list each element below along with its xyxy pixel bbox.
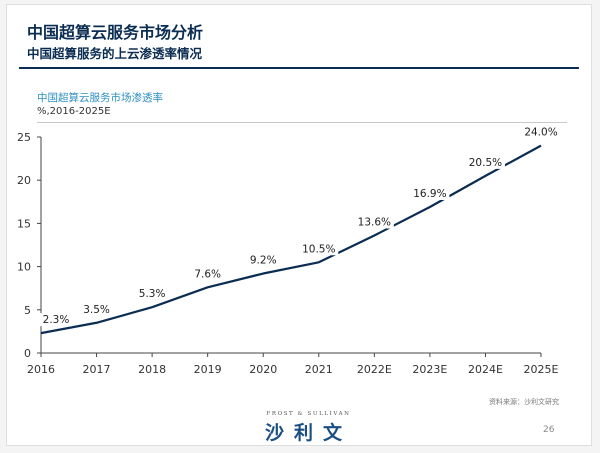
chart-header-divider bbox=[37, 122, 567, 123]
data-label: 13.6% bbox=[358, 216, 391, 228]
data-label-bg bbox=[191, 267, 224, 281]
data-label: 5.3% bbox=[139, 288, 166, 300]
data-label-bg bbox=[410, 186, 450, 200]
logo-wordmark: FROST & SULLIVAN bbox=[266, 411, 351, 417]
series-line bbox=[40, 144, 542, 335]
slide: 中国超算云服务市场分析 中国超算服务的上云渗透率情况 中国超算云服务市场渗透率 … bbox=[6, 4, 592, 446]
data-label: 16.9% bbox=[413, 188, 446, 200]
data-label: 2.3% bbox=[43, 314, 70, 326]
x-tick-label: 2017 bbox=[83, 363, 111, 376]
frost-sullivan-logo: FROST & SULLIVAN 沙利文 bbox=[265, 411, 352, 445]
data-label-bg bbox=[39, 313, 73, 327]
y-tick-label: 25 bbox=[17, 131, 31, 144]
title-divider bbox=[19, 67, 579, 69]
x-tick-label: 2021 bbox=[305, 363, 333, 376]
x-tick-label: 2024E bbox=[468, 363, 503, 376]
data-label: 3.5% bbox=[83, 304, 110, 316]
data-label-bg bbox=[135, 287, 169, 301]
y-tick-label: 5 bbox=[24, 304, 31, 317]
x-tick-label: 2023E bbox=[412, 363, 447, 376]
chart-title: 中国超算云服务市场渗透率 bbox=[37, 92, 163, 104]
page-title: 中国超算云服务市场分析 bbox=[27, 23, 204, 42]
x-tick-label: 2018 bbox=[138, 363, 166, 376]
y-tick-label: 20 bbox=[17, 174, 31, 187]
x-tick-label: 2020 bbox=[249, 363, 277, 376]
data-label: 7.6% bbox=[194, 268, 221, 280]
x-tick-label: 2025E bbox=[524, 363, 559, 376]
x-tick-label: 2022E bbox=[357, 363, 392, 376]
data-label-bg bbox=[247, 253, 280, 267]
data-label-bg bbox=[354, 215, 394, 229]
page-number: 26 bbox=[543, 425, 555, 435]
page-subtitle: 中国超算服务的上云渗透率情况 bbox=[27, 46, 203, 61]
data-label-bg bbox=[465, 155, 505, 169]
y-tick-label: 15 bbox=[17, 217, 31, 230]
chart-unit-label: %,2016-2025E bbox=[37, 106, 111, 117]
y-tick-label: 10 bbox=[17, 261, 31, 274]
x-tick-label: 2016 bbox=[27, 363, 55, 376]
x-tick-label: 2019 bbox=[194, 363, 222, 376]
data-label: 20.5% bbox=[469, 157, 502, 169]
data-label-bg bbox=[299, 242, 339, 256]
data-label-bg bbox=[80, 302, 113, 316]
source-note: 资料来源：沙利文研究 bbox=[489, 398, 559, 406]
data-label: 10.5% bbox=[302, 243, 335, 255]
data-label: 24.0% bbox=[524, 127, 557, 139]
data-label: 9.2% bbox=[250, 255, 277, 267]
logo-chinese-name: 沙利文 bbox=[265, 422, 353, 444]
y-tick-label: 0 bbox=[24, 347, 31, 360]
data-label-bg bbox=[521, 125, 561, 139]
